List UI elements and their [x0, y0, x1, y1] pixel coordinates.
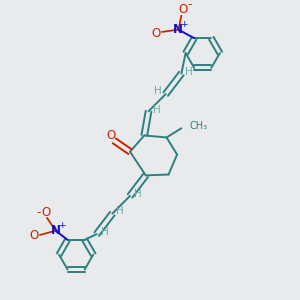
Text: O: O [152, 27, 161, 40]
Text: H: H [153, 105, 160, 115]
Text: +: + [181, 20, 188, 29]
Text: H: H [185, 67, 193, 77]
Text: CH₃: CH₃ [190, 121, 208, 131]
Text: H: H [116, 206, 124, 216]
Text: O: O [106, 129, 115, 142]
Text: -: - [187, 0, 191, 11]
Text: O: O [29, 229, 38, 242]
Text: O: O [178, 3, 187, 16]
Text: H: H [101, 227, 109, 237]
Text: +: + [58, 220, 66, 230]
Text: N: N [173, 23, 183, 36]
Text: -: - [36, 206, 41, 219]
Text: O: O [41, 206, 50, 219]
Text: H: H [134, 189, 142, 199]
Text: N: N [51, 224, 61, 237]
Text: H: H [154, 86, 162, 96]
